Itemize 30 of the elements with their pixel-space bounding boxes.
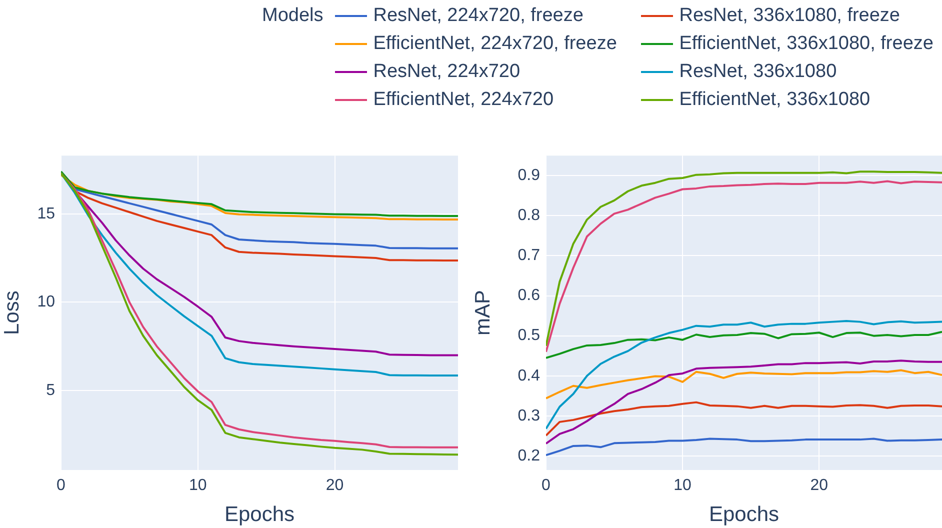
y-tick-label: 0.3 (518, 407, 540, 424)
legend-label: ResNet, 224x720 (373, 61, 520, 83)
legend-label: ResNet, 224x720, freeze (373, 5, 584, 27)
x-tick-label: 20 (326, 477, 344, 494)
y-tick-label: 0.7 (518, 247, 540, 264)
x-axis-title: Epochs (224, 503, 295, 526)
y-axis-title: Loss (0, 290, 24, 335)
legend-title: Models (262, 4, 324, 28)
legend-label: ResNet, 336x1080 (679, 61, 837, 83)
y-tick-label: 0.6 (518, 287, 540, 304)
legend-label: EfficientNet, 224x720, freeze (373, 33, 617, 55)
legend-label: EfficientNet, 336x1080, freeze (679, 33, 934, 55)
x-tick-label: 10 (674, 477, 692, 494)
x-tick-label: 10 (189, 477, 207, 494)
y-tick-label: 0.2 (518, 447, 540, 464)
legend-label: ResNet, 336x1080, freeze (679, 5, 900, 27)
y-tick-label: 0.8 (518, 207, 540, 224)
x-tick-label: 0 (542, 477, 551, 494)
x-tick-label: 0 (56, 477, 66, 494)
x-axis-title: Epochs (708, 503, 780, 526)
y-tick-label: 0.4 (518, 367, 540, 384)
y-axis-title: mAP (471, 290, 494, 336)
y-tick-label: 0.5 (518, 327, 540, 344)
legend-label: EfficientNet, 336x1080 (679, 89, 870, 111)
y-tick-label: 15 (37, 205, 56, 222)
y-tick-label: 0.9 (518, 167, 540, 184)
legend-label: EfficientNet, 224x720 (373, 89, 554, 111)
y-tick-label: 5 (46, 382, 56, 399)
x-tick-label: 20 (810, 477, 828, 494)
y-tick-label: 10 (37, 294, 56, 311)
